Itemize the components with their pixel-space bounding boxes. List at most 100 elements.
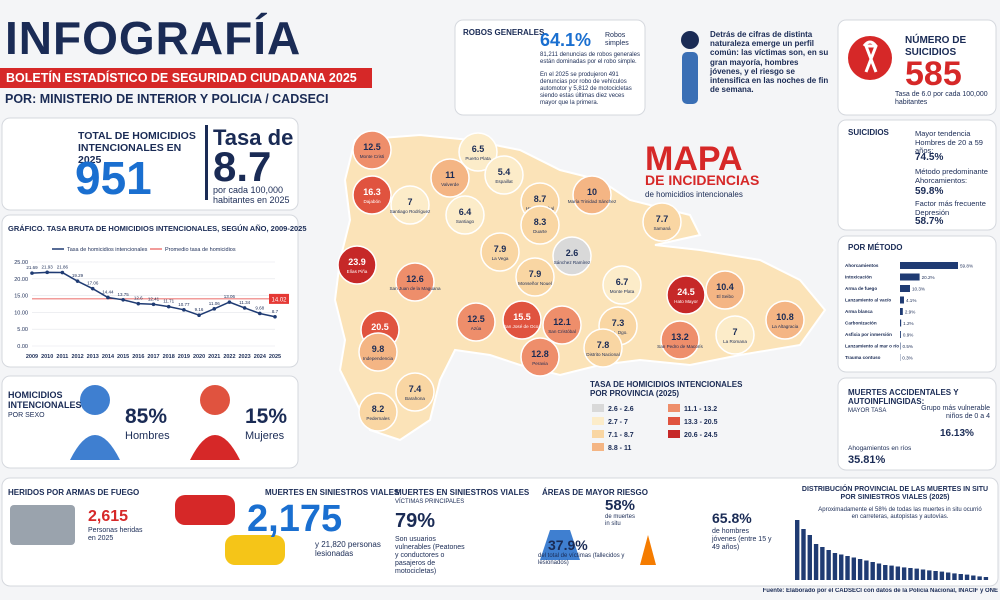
- data-label: 13.06: [224, 294, 236, 299]
- text: de hombres jóvenes (entre 15 y 49 años): [712, 528, 772, 552]
- province: [765, 300, 805, 340]
- province-name: La Vega: [492, 256, 509, 261]
- subtitle: VÍCTIMAS PRINCIPALES: [395, 499, 465, 505]
- point: [60, 270, 65, 275]
- province-value: 10.4: [716, 282, 734, 292]
- bar: [914, 568, 919, 580]
- province-value: 12.5: [363, 142, 381, 152]
- province-name: Valverde: [441, 182, 459, 187]
- woman-icon: [190, 435, 240, 460]
- value-label: 20.2%: [922, 275, 935, 280]
- map-note: de homicidios intencionales: [645, 190, 743, 199]
- value: 79%: [395, 510, 436, 532]
- subtitle: POR SEXO: [8, 412, 45, 419]
- x-tick-label: 2010: [41, 354, 53, 360]
- reference-label: 14.02: [271, 297, 287, 303]
- item-value: 59.8%: [915, 186, 944, 197]
- chart-title: DISTRIBUCIÓN PROVINCIAL DE LAS MUERTES I…: [801, 486, 989, 502]
- data-label: 12.41: [148, 296, 160, 301]
- label: Ahogamientos en ríos: [848, 445, 912, 452]
- province-name: Distrito Nacional: [586, 352, 619, 357]
- value: 8.7: [213, 143, 272, 190]
- province: [358, 332, 398, 372]
- province-name: Monte Plata: [610, 289, 635, 294]
- category-label: Arma de fuego: [845, 286, 877, 291]
- title: POR MÉTODO: [848, 243, 903, 252]
- panel: [454, 19, 646, 116]
- bar: [958, 574, 963, 580]
- province-name: Independencia: [363, 356, 394, 361]
- text: Personas heridas en 2025: [88, 527, 143, 543]
- panel: [1, 214, 299, 368]
- x-tick-label: 2011: [56, 354, 68, 360]
- province-name: El Seibo: [716, 294, 734, 299]
- value: 37.9%: [548, 537, 588, 553]
- point: [136, 301, 141, 306]
- legend-swatch: [592, 443, 604, 451]
- province-value: 12.6: [406, 274, 424, 284]
- bar: [971, 575, 976, 580]
- province-name: La Romana: [723, 339, 747, 344]
- province-name: Monte Cristi: [360, 154, 385, 159]
- data-label: 11.71: [163, 299, 174, 304]
- value: 2,175: [247, 498, 343, 540]
- point: [75, 279, 80, 283]
- value-label: 0.9%: [903, 333, 913, 338]
- text: En el 2025 se produjeron 491 denuncias p…: [540, 72, 632, 106]
- title: ÁREAS DE MAYOR RIESGO: [542, 488, 648, 497]
- province: [358, 392, 398, 432]
- province-value: 7.7: [656, 214, 669, 224]
- subtitle: MAYOR TASA: [848, 408, 887, 414]
- x-tick-label: 2021: [208, 354, 220, 360]
- point: [212, 307, 217, 311]
- province-value: 7.8: [597, 340, 610, 350]
- point: [227, 300, 232, 304]
- province-value: 8.7: [534, 194, 547, 204]
- province-name: Puerto Plata: [465, 156, 491, 161]
- province-value: 12.5: [467, 314, 485, 324]
- point: [273, 314, 277, 319]
- label: TOTAL DE HOMICIDIOS INTENCIONALES EN 202…: [78, 130, 196, 167]
- point: [30, 271, 34, 275]
- reference-label-bg: [269, 293, 289, 304]
- province-value: 7: [407, 197, 412, 207]
- text: Son usuarios vulnerables (Peatones y con…: [395, 536, 465, 576]
- province-value: 8.3: [534, 217, 547, 227]
- y-tick-label: 5.00: [17, 327, 28, 333]
- map-title: MAPA: [645, 140, 743, 178]
- x-tick-label: 2013: [87, 354, 99, 360]
- legend-swatch: [592, 404, 604, 412]
- province: [520, 337, 560, 377]
- value-label: 2.9%: [905, 310, 915, 315]
- data-label: 11.34: [239, 300, 250, 305]
- category-label: Arma blanca: [845, 309, 873, 314]
- bar: [900, 296, 904, 304]
- province-value: 15.5: [513, 312, 531, 322]
- value-label: 4.1%: [906, 298, 916, 303]
- text: Detrás de cifras de distinta naturaleza …: [710, 30, 829, 95]
- province-name: Pedernales: [366, 416, 390, 421]
- bar: [933, 571, 938, 580]
- bar: [952, 573, 957, 580]
- province-value: 6.7: [616, 277, 629, 287]
- data-label: 10.77: [178, 302, 190, 307]
- province-value: 16.3: [363, 187, 381, 197]
- point: [242, 306, 247, 310]
- province-value: 23.9: [348, 257, 366, 267]
- bar: [795, 520, 800, 580]
- legend-label: 11.1 - 13.2: [684, 406, 717, 413]
- province-name: San Juan de la Maguana: [389, 286, 441, 291]
- x-tick-label: 2015: [117, 354, 129, 360]
- title: MUERTES EN SINIESTROS VIALES: [265, 488, 400, 497]
- province-name: La Altagracia: [772, 324, 799, 329]
- value: 58%: [605, 497, 636, 514]
- province-value: 8.2: [372, 404, 385, 414]
- text: del total de víctimas (fallecidos y lesi…: [538, 553, 625, 566]
- bar: [883, 565, 888, 580]
- value: 585: [905, 55, 962, 93]
- bar: [813, 544, 819, 580]
- province-name: Peravia: [532, 361, 548, 366]
- province: [484, 155, 524, 195]
- province-name: Azúa: [471, 326, 482, 331]
